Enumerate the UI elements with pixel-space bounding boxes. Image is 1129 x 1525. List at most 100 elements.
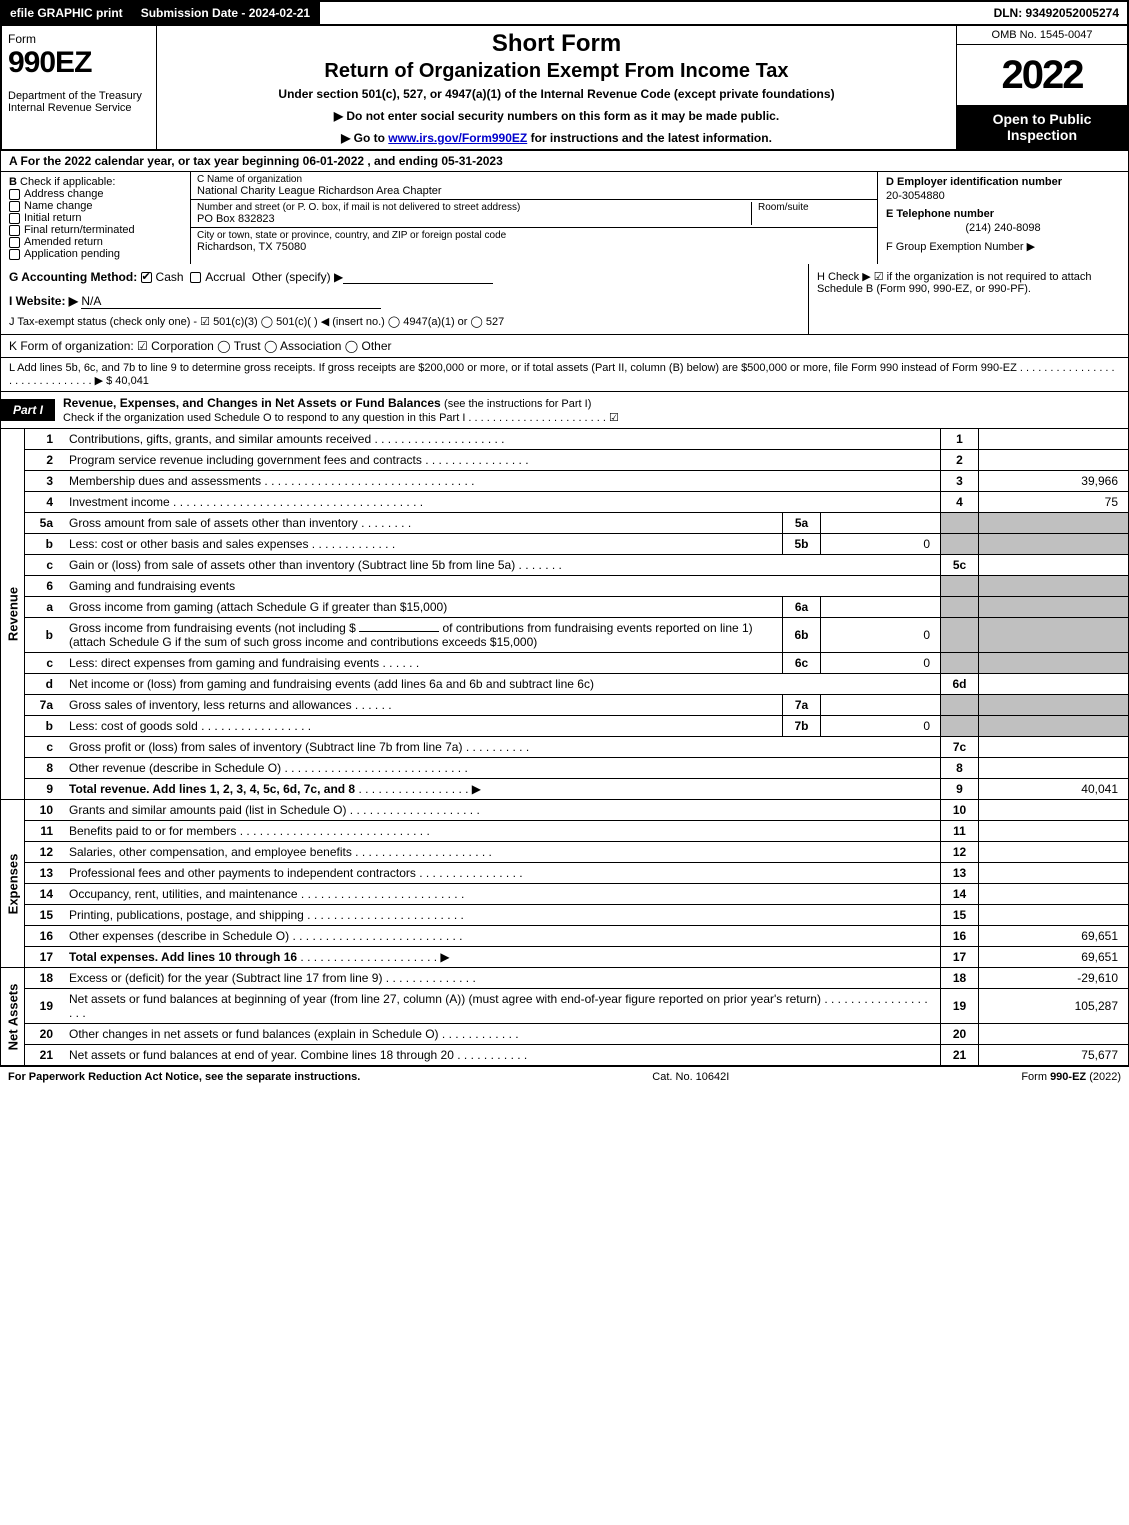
chk-label: Address change bbox=[24, 188, 104, 200]
ln-num: 2 bbox=[25, 450, 63, 471]
ln-desc: Program service revenue including govern… bbox=[69, 453, 422, 467]
ln-box: 3 bbox=[941, 471, 979, 492]
ln-box: 15 bbox=[941, 905, 979, 926]
ln-box: 17 bbox=[941, 947, 979, 968]
chk-amended: Amended return bbox=[9, 236, 182, 248]
line-12: 12Salaries, other compensation, and empl… bbox=[25, 842, 1129, 863]
line-14: 14 Occupancy, rent, utilities, and mainte… bbox=[25, 884, 1129, 905]
ln-box: 20 bbox=[941, 1024, 979, 1045]
ln-desc: Printing, publications, postage, and shi… bbox=[69, 908, 304, 922]
line-16: 16 Other expenses (describe in Schedule O… bbox=[25, 926, 1129, 947]
ln-box: 16 bbox=[941, 926, 979, 947]
header-middle: Short Form Return of Organization Exempt… bbox=[157, 26, 957, 149]
ein-label: D Employer identification number bbox=[886, 176, 1120, 188]
netassets-section: Net Assets 18Excess or (deficit) for the… bbox=[0, 968, 1129, 1066]
sub-val: 0 bbox=[821, 534, 941, 555]
city: Richardson, TX 75080 bbox=[197, 241, 871, 253]
ln-desc: Gain or (loss) from sale of assets other… bbox=[69, 558, 515, 572]
ln-desc: Net income or (loss) from gaming and fun… bbox=[63, 674, 941, 695]
expenses-tab: Expenses bbox=[1, 800, 25, 968]
ln-num: 9 bbox=[25, 779, 63, 800]
shade-cell bbox=[941, 716, 979, 737]
line-19: 19Net assets or fund balances at beginni… bbox=[25, 989, 1129, 1024]
subtitle: Under section 501(c), 527, or 4947(a)(1)… bbox=[167, 87, 946, 101]
name-label: C Name of organization bbox=[197, 174, 871, 185]
shade-cell bbox=[941, 534, 979, 555]
footer-left: For Paperwork Reduction Act Notice, see … bbox=[8, 1071, 360, 1083]
ln-num: 11 bbox=[25, 821, 63, 842]
ln-amt: -29,610 bbox=[979, 968, 1129, 989]
line-8: 8Other revenue (describe in Schedule O) … bbox=[25, 758, 1129, 779]
ln-num: b bbox=[25, 618, 63, 653]
ln-amt: 69,651 bbox=[979, 926, 1129, 947]
shade-cell bbox=[979, 695, 1129, 716]
shade-cell bbox=[979, 716, 1129, 737]
revenue-tab-label: Revenue bbox=[5, 587, 20, 641]
row-k: K Form of organization: ☑ Corporation ◯ … bbox=[0, 335, 1129, 358]
ln-box: 12 bbox=[941, 842, 979, 863]
city-label: City or town, state or province, country… bbox=[197, 230, 871, 241]
ln-num: 1 bbox=[25, 429, 63, 450]
ln-amt bbox=[979, 884, 1129, 905]
chk-address-change: Address change bbox=[9, 188, 182, 200]
chk-name-change: Name change bbox=[9, 200, 182, 212]
line-11: 11Benefits paid to or for members . . . … bbox=[25, 821, 1129, 842]
section-def: D Employer identification number 20-3054… bbox=[878, 172, 1128, 264]
row-j: J Tax-exempt status (check only one) - ☑… bbox=[9, 315, 800, 328]
tel-label: E Telephone number bbox=[886, 208, 1120, 220]
sub-label: 5b bbox=[783, 534, 821, 555]
ln-num: 3 bbox=[25, 471, 63, 492]
ln-box: 9 bbox=[941, 779, 979, 800]
line-5a: 5aGross amount from sale of assets other… bbox=[25, 513, 1129, 534]
omb-number: OMB No. 1545-0047 bbox=[957, 26, 1127, 45]
line-18: 18Excess or (deficit) for the year (Subt… bbox=[25, 968, 1129, 989]
ln-num: 14 bbox=[25, 884, 63, 905]
ln-desc: Gross income from gaming (attach Schedul… bbox=[63, 597, 783, 618]
irs-link[interactable]: www.irs.gov/Form990EZ bbox=[388, 131, 527, 145]
chk-label: Initial return bbox=[24, 212, 81, 224]
submission-date: Submission Date - 2024-02-21 bbox=[133, 2, 320, 24]
chk-label: Name change bbox=[24, 200, 93, 212]
line-13: 13Professional fees and other payments t… bbox=[25, 863, 1129, 884]
shade-cell bbox=[979, 576, 1129, 597]
dept-text: Department of the Treasury Internal Reve… bbox=[8, 90, 150, 114]
ln-amt: 75,677 bbox=[979, 1045, 1129, 1066]
b-check-if: Check if applicable: bbox=[20, 176, 115, 188]
form-header: Form 990EZ Department of the Treasury In… bbox=[0, 24, 1129, 151]
ln-num: 19 bbox=[25, 989, 63, 1024]
line-2: 2 Program service revenue including gover… bbox=[25, 450, 1129, 471]
group-exemption: F Group Exemption Number ▶ bbox=[886, 240, 1120, 253]
shade-cell bbox=[941, 576, 979, 597]
tel-value: (214) 240-8098 bbox=[886, 222, 1120, 234]
ln-num: d bbox=[25, 674, 63, 695]
ln-box: 11 bbox=[941, 821, 979, 842]
revenue-table: 1Contributions, gifts, grants, and simil… bbox=[25, 429, 1129, 800]
ln-desc: Occupancy, rent, utilities, and maintena… bbox=[69, 887, 298, 901]
header-right: OMB No. 1545-0047 2022 Open to Public In… bbox=[957, 26, 1127, 149]
netassets-table: 18Excess or (deficit) for the year (Subt… bbox=[25, 968, 1129, 1066]
line-1: 1Contributions, gifts, grants, and simil… bbox=[25, 429, 1129, 450]
ln-desc: Other changes in net assets or fund bala… bbox=[69, 1027, 439, 1041]
row-h: H Check ▶ ☑ if the organization is not r… bbox=[808, 264, 1128, 334]
ln-desc: Professional fees and other payments to … bbox=[69, 866, 416, 880]
shade-cell bbox=[941, 513, 979, 534]
ln-desc: Gross income from fundraising events (no… bbox=[69, 621, 356, 635]
ln-amt: 75 bbox=[979, 492, 1129, 513]
chk-pending: Application pending bbox=[9, 248, 182, 260]
chk-accrual bbox=[190, 272, 201, 283]
ln-desc: Less: direct expenses from gaming and fu… bbox=[69, 656, 379, 670]
expenses-tab-label: Expenses bbox=[5, 853, 20, 914]
ln-amt bbox=[979, 450, 1129, 471]
ln-desc: Other expenses (describe in Schedule O) bbox=[69, 929, 289, 943]
ln-box: 8 bbox=[941, 758, 979, 779]
b-label: B bbox=[9, 176, 17, 188]
ln-box: 14 bbox=[941, 884, 979, 905]
ln-desc: Net assets or fund balances at end of ye… bbox=[69, 1048, 454, 1062]
sub-val bbox=[821, 695, 941, 716]
efile-label: efile GRAPHIC print bbox=[2, 2, 133, 24]
ln-desc: Investment income bbox=[69, 495, 170, 509]
street-cell: Number and street (or P. O. box, if mail… bbox=[191, 200, 877, 228]
ln-num: 15 bbox=[25, 905, 63, 926]
footer-left-text: For Paperwork Reduction Act Notice, see … bbox=[8, 1071, 360, 1083]
ln-num: 21 bbox=[25, 1045, 63, 1066]
